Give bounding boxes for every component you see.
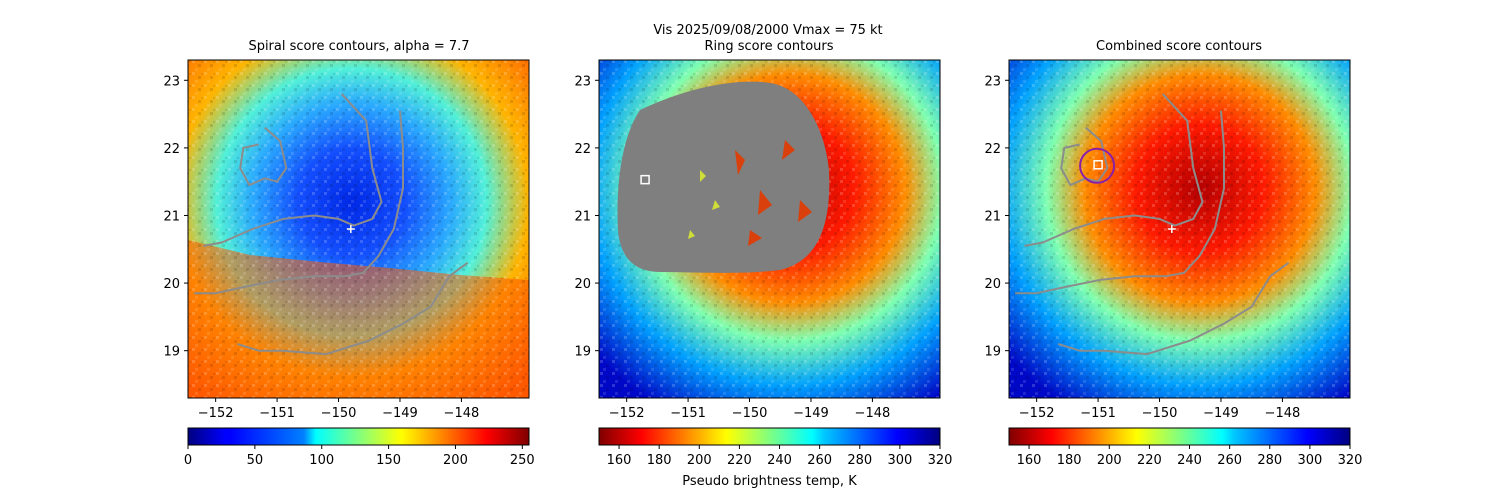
combined-center-marker [1167,225,1176,233]
colorbar-tick-label: 250 [510,453,535,468]
contour-line [344,110,404,278]
colorbar-tick-label: 180 [1057,453,1082,468]
combined-circle [1079,147,1116,184]
x-tick-label: −151 [259,406,295,421]
y-tick-label: 22 [163,142,180,157]
colorbar-combined-ticks: 160 180 200 220 240 260 280 300 320 [1017,445,1363,468]
colorbar-tick-label: 280 [1257,453,1282,468]
contour-line [1015,275,1166,295]
contour-line [1165,110,1225,278]
colorbar-tick-label: 220 [727,453,752,468]
combined-square [1093,160,1103,170]
colorbar-tick-label: 280 [847,453,872,468]
colorbar-tick-label: 180 [647,453,672,468]
x-tick-label: −149 [382,406,418,421]
ring-frame [598,59,941,399]
panel-ring-title: Ring score contours [704,39,834,54]
y-tick-label: 21 [574,209,591,224]
colorbar-tick-label: 300 [1297,453,1322,468]
colorbar-ring-ticks: 160 180 200 220 240 260 280 300 320 [607,445,953,468]
y-tick-label: 19 [984,345,1001,360]
ring-mask-cool-specks [688,170,720,239]
x-tick-label: −152 [198,406,234,421]
contour-line [1024,93,1204,247]
panel-ring: −152 −151 −150 −149 −148 19 20 21 22 23 [574,59,941,421]
x-tick-label: −149 [1203,406,1239,421]
ring-score-mask [617,81,830,273]
x-tick-label: −150 [1142,406,1178,421]
panel-spiral-title: Spiral score contours, alpha = 7.7 [248,39,470,54]
x-tick-label: −152 [609,406,645,421]
colorbar-combined: 160 180 200 220 240 260 280 300 320 [1008,427,1363,468]
colorbar-tick-label: 320 [1338,453,1363,468]
y-tick-label: 23 [163,74,180,89]
x-tick-label: −150 [732,406,768,421]
colorbar-spiral-ticks: 0 50 100 150 200 250 [184,445,535,468]
x-tick-label: −151 [1080,406,1116,421]
colorbar-tick-label: 220 [1137,453,1162,468]
y-tick-label: 23 [984,74,1001,89]
spiral-center-marker [346,225,355,233]
y-tick-label: 19 [163,345,180,360]
x-tick-label: −149 [793,406,829,421]
spiral-texture [188,60,529,398]
colorbar-tick-label: 200 [1097,453,1122,468]
x-tick-label: −148 [444,406,480,421]
colorbar-ring-label: Pseudo brightness temp, K [682,474,857,489]
ring-axes: −152 −151 −150 −149 −148 19 20 21 22 23 [574,74,890,421]
spiral-frame [187,59,530,399]
y-tick-label: 20 [163,277,180,292]
colorbar-tick-label: 0 [184,453,192,468]
y-tick-label: 23 [574,74,591,89]
combined-square-marker [1079,147,1116,184]
panel-combined: −152 −151 −150 −149 −148 19 20 21 22 23 [984,59,1351,421]
contour-line [1057,261,1290,356]
x-tick-label: −152 [1019,406,1055,421]
contour-line [194,275,345,295]
colorbar-ring: 160 180 200 220 240 260 280 300 320 Pseudo brigh… [598,427,953,489]
panel-spiral: −152 −151 −150 −149 −148 19 20 21 22 23 [163,59,530,421]
colorbar-ring-bar [598,427,941,446]
colorbar-tick-label: 240 [767,453,792,468]
y-tick-label: 20 [574,277,591,292]
panel-combined-title: Combined score contours [1096,39,1262,54]
y-tick-label: 21 [163,209,180,224]
colorbar-tick-label: 50 [247,453,264,468]
colorbar-combined-bar [1008,427,1351,446]
figure-suptitle: Vis 2025/09/08/2000 Vmax = 75 kt [653,23,883,38]
combined-axes: −152 −151 −150 −149 −148 19 20 21 22 23 [984,74,1300,421]
colorbar-tick-label: 160 [1017,453,1042,468]
y-tick-label: 20 [984,277,1001,292]
x-tick-label: −148 [855,406,891,421]
colorbar-spiral: 0 50 100 150 200 250 [184,427,535,468]
colorbar-tick-label: 260 [1217,453,1242,468]
x-tick-label: −150 [321,406,357,421]
colorbar-tick-label: 300 [887,453,912,468]
colorbar-tick-label: 200 [443,453,468,468]
y-tick-label: 22 [984,142,1001,157]
center-square [640,174,650,185]
colorbar-tick-label: 160 [607,453,632,468]
colorbar-tick-label: 100 [309,453,334,468]
y-tick-label: 19 [574,345,591,360]
ring-center-marker [640,174,650,185]
x-tick-label: −151 [670,406,706,421]
spiral-contours [194,93,469,356]
y-tick-label: 22 [574,142,591,157]
colorbar-tick-label: 320 [928,453,953,468]
colorbar-tick-label: 200 [687,453,712,468]
colorbar-tick-label: 240 [1177,453,1202,468]
colorbar-tick-label: 150 [376,453,401,468]
colorbar-spiral-bar [187,427,530,446]
contour-line [236,261,469,356]
colorbar-tick-label: 260 [807,453,832,468]
y-tick-label: 21 [984,209,1001,224]
combined-texture [1009,60,1350,398]
spiral-axes: −152 −151 −150 −149 −148 19 20 21 22 23 [163,74,479,421]
contour-line [203,93,383,247]
contour-line [239,126,288,187]
x-tick-label: −148 [1265,406,1301,421]
combined-frame [1008,59,1351,399]
